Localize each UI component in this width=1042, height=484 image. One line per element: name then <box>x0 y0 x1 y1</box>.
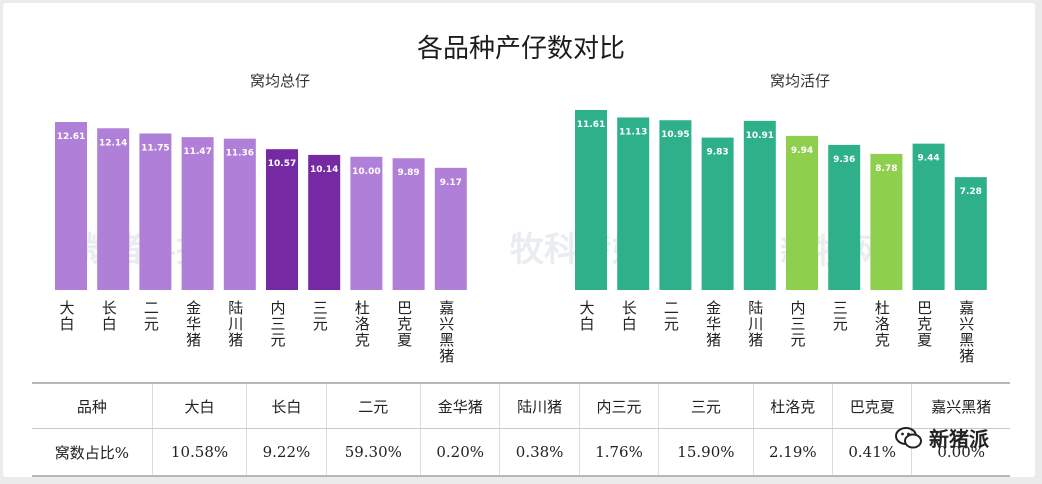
right-category-label: 金华猪 <box>706 299 721 349</box>
table-value-cell: 59.30% <box>325 428 421 477</box>
right-bar-value-label: 11.61 <box>577 120 605 130</box>
left-bar-value-label: 10.14 <box>310 165 338 175</box>
table-header-cell: 二元 <box>325 382 421 429</box>
table-header-cell: 金华猪 <box>419 382 500 429</box>
left-bar <box>434 167 467 290</box>
table-header-cell: 杜洛克 <box>752 382 833 429</box>
left-category-label: 嘉兴黑猪 <box>439 299 454 365</box>
table-value-cell: 窝数占比% <box>32 428 153 477</box>
right-category-label: 二元 <box>664 299 679 333</box>
table-value-cell: 15.90% <box>658 428 754 477</box>
right-chart-subtitle: 窝均活仔 <box>769 72 830 90</box>
right-category-label: 陆川猪 <box>748 299 763 349</box>
right-bar <box>701 137 734 290</box>
left-bar-value-label: 10.57 <box>268 159 296 169</box>
left-bar-value-label: 10.00 <box>352 167 380 177</box>
right-bar <box>743 120 776 290</box>
right-bar <box>912 143 945 290</box>
table-header-cell: 长白 <box>246 382 327 429</box>
left-bar-value-label: 12.61 <box>57 132 85 142</box>
brand-logo: 新猪派 <box>895 423 989 452</box>
left-bar <box>308 154 341 290</box>
left-category-label: 金华猪 <box>186 299 201 349</box>
left-bar-value-label: 9.17 <box>440 178 462 188</box>
left-bar-value-label: 9.89 <box>397 168 419 178</box>
table-header-cell: 大白 <box>151 382 247 429</box>
right-category-label: 杜洛克 <box>875 299 890 349</box>
right-category-label: 大白 <box>579 299 594 333</box>
right-category-label: 内三元 <box>790 299 805 349</box>
left-bar-value-label: 11.75 <box>141 143 169 153</box>
right-bar-value-label: 9.36 <box>833 155 855 165</box>
table-value-cell: 9.22% <box>246 428 327 477</box>
right-bar-value-label: 11.13 <box>619 127 647 137</box>
left-bar <box>266 149 298 290</box>
table-header-cell: 品种 <box>32 382 153 429</box>
right-bar <box>617 117 650 290</box>
left-chart-subtitle: 窝均总仔 <box>249 72 310 90</box>
right-category-label: 嘉兴黑猪 <box>959 299 974 365</box>
left-bar <box>181 137 214 290</box>
left-category-label: 内三元 <box>270 299 285 349</box>
table-value-cell: 0.38% <box>499 428 580 477</box>
table-value-cell: 1.76% <box>578 428 659 477</box>
table-value-row: 窝数占比% 10.58% 9.22% 59.30% 0.20% 0.38% 1.76% 15.… <box>32 428 1010 477</box>
right-bar-value-label: 10.91 <box>746 131 774 141</box>
table-header-cell: 巴克夏 <box>831 382 912 429</box>
chart-title: 各品种产仔数对比 <box>416 34 625 64</box>
right-bar <box>659 120 692 290</box>
right-bar <box>575 110 607 290</box>
breed-ratio-table: 品种 大白 长白 二元 金华猪 陆川猪 内三元 三元 杜洛克 巴克夏 嘉兴黑猪 窝数占比% 10.58… <box>32 382 1010 477</box>
left-bar-value-label: 11.47 <box>183 147 211 157</box>
right-bar-value-label: 8.78 <box>875 164 897 174</box>
right-bar <box>786 135 818 290</box>
table-header-row: 品种 大白 长白 二元 金华猪 陆川猪 内三元 三元 杜洛克 巴克夏 嘉兴黑猪 <box>32 382 1010 429</box>
left-bar <box>350 156 383 290</box>
table-header-cell: 陆川猪 <box>499 382 580 429</box>
left-category-label: 大白 <box>59 299 74 333</box>
left-bar-value-label: 12.14 <box>99 138 127 148</box>
left-category-label: 二元 <box>144 299 159 333</box>
left-bar <box>55 122 87 290</box>
right-bar <box>828 144 861 290</box>
left-bar-value-label: 11.36 <box>226 149 254 159</box>
table-value-cell: 2.19% <box>752 428 833 477</box>
left-bar <box>139 133 172 290</box>
table-header-cell: 三元 <box>658 382 754 429</box>
left-bar <box>392 158 425 290</box>
right-category-label: 长白 <box>622 299 637 333</box>
right-bar-value-label: 9.83 <box>706 148 728 158</box>
left-category-label: 巴克夏 <box>397 299 412 349</box>
table-header-cell: 内三元 <box>578 382 659 429</box>
table-header-cell: 嘉兴黑猪 <box>911 382 1010 429</box>
table-value-cell: 10.58% <box>151 428 247 477</box>
right-bar <box>954 177 987 290</box>
left-category-label: 三元 <box>313 299 328 333</box>
logo-text: 新猪派 <box>929 427 989 451</box>
right-bar <box>870 153 903 290</box>
left-bar <box>97 128 130 290</box>
right-bar-value-label: 10.95 <box>661 130 689 140</box>
left-bar <box>223 138 256 290</box>
right-bar-value-label: 9.94 <box>791 146 813 156</box>
right-category-label: 三元 <box>833 299 848 333</box>
right-bar-value-label: 7.28 <box>960 187 982 197</box>
table-value-cell: 0.41% <box>831 428 912 477</box>
left-category-label: 杜洛克 <box>355 299 370 349</box>
left-category-label: 陆川猪 <box>228 299 243 349</box>
wechat-icon <box>895 426 922 448</box>
left-category-label: 长白 <box>102 299 117 333</box>
table-value-cell: 0.20% <box>419 428 500 477</box>
table-value-cell: 0.00% <box>911 428 1010 477</box>
right-bar-value-label: 9.44 <box>917 154 939 164</box>
right-category-label: 巴克夏 <box>917 299 932 349</box>
